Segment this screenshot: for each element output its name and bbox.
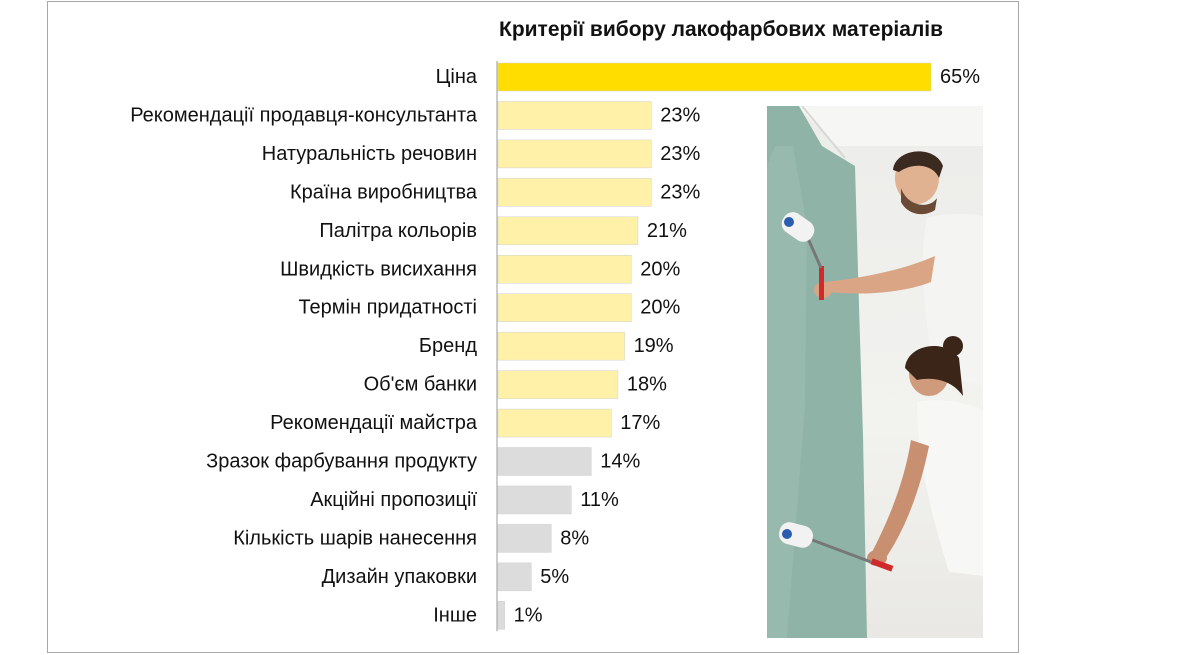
- ceiling-edge: [801, 106, 846, 159]
- data-label: 23%: [660, 104, 700, 126]
- data-label: 21%: [647, 220, 687, 242]
- woman-hair: [905, 345, 963, 396]
- category-label: Акційні пропозиції: [310, 489, 477, 511]
- man-arm: [825, 256, 935, 294]
- bar: [497, 485, 572, 515]
- category-label: Рекомендації майстра: [270, 412, 478, 434]
- data-label: 23%: [660, 181, 700, 203]
- bar: [497, 562, 532, 592]
- bar: [497, 216, 639, 246]
- bar: [497, 601, 505, 630]
- category-label: Рекомендації продавця-консультанта: [130, 104, 478, 126]
- data-label: 23%: [660, 143, 700, 165]
- bar: [497, 331, 625, 361]
- bar: [497, 370, 619, 399]
- roller-cap-bottom: [782, 529, 792, 539]
- man-hair: [893, 151, 943, 178]
- chart-title: Критерії вибору лакофарбових матеріалів: [499, 18, 944, 41]
- category-label: Інше: [433, 604, 477, 626]
- category-label: Ціна: [436, 66, 478, 88]
- woman-bun: [943, 336, 963, 356]
- man-shirt: [922, 213, 983, 386]
- bar: [497, 62, 932, 92]
- bar: [497, 178, 652, 207]
- roller-handle-top: [819, 266, 824, 300]
- data-label: 65%: [940, 66, 980, 88]
- category-label: Країна виробництва: [290, 181, 478, 203]
- data-label: 17%: [620, 412, 660, 434]
- category-label: Кількість шарів нанесення: [233, 527, 477, 549]
- photo-illustration: [767, 106, 983, 638]
- bar: [497, 447, 592, 476]
- data-label: 19%: [634, 335, 674, 357]
- data-label: 20%: [640, 258, 680, 280]
- bar: [497, 255, 632, 284]
- data-label: 20%: [640, 297, 680, 319]
- roller-handle-bottom: [870, 558, 894, 572]
- bar: [497, 524, 552, 553]
- woman-arm: [871, 440, 929, 556]
- category-label: Дизайн упаковки: [322, 566, 477, 588]
- woman-shirt: [917, 400, 983, 576]
- category-label: Швидкість висихання: [280, 258, 477, 280]
- couple-painting-wall-photo: [767, 106, 983, 638]
- category-label: Натуральність речовин: [262, 143, 477, 165]
- category-label: Термін придатності: [298, 297, 477, 319]
- roller-cap-top: [784, 217, 794, 227]
- bar: [497, 408, 612, 438]
- data-label: 18%: [627, 374, 667, 396]
- man-beard: [901, 188, 937, 215]
- data-label: 11%: [580, 489, 619, 511]
- roller-frame-bottom: [806, 536, 872, 564]
- roller-frame-top: [805, 235, 823, 269]
- bar: [497, 139, 652, 169]
- data-label: 14%: [600, 451, 640, 473]
- ceiling: [767, 106, 983, 146]
- data-label: 8%: [560, 527, 589, 549]
- category-label: Зразок фарбування продукту: [206, 451, 477, 473]
- data-label: 1%: [514, 604, 543, 626]
- category-label: Палітра кольорів: [319, 220, 477, 242]
- bar: [497, 293, 632, 322]
- category-label: Об'єм банки: [364, 374, 477, 396]
- paint-stroke: [767, 146, 807, 638]
- category-label: Бренд: [419, 335, 477, 357]
- roller-bottom: [778, 522, 814, 548]
- data-label: 5%: [540, 566, 569, 588]
- bar: [497, 101, 652, 130]
